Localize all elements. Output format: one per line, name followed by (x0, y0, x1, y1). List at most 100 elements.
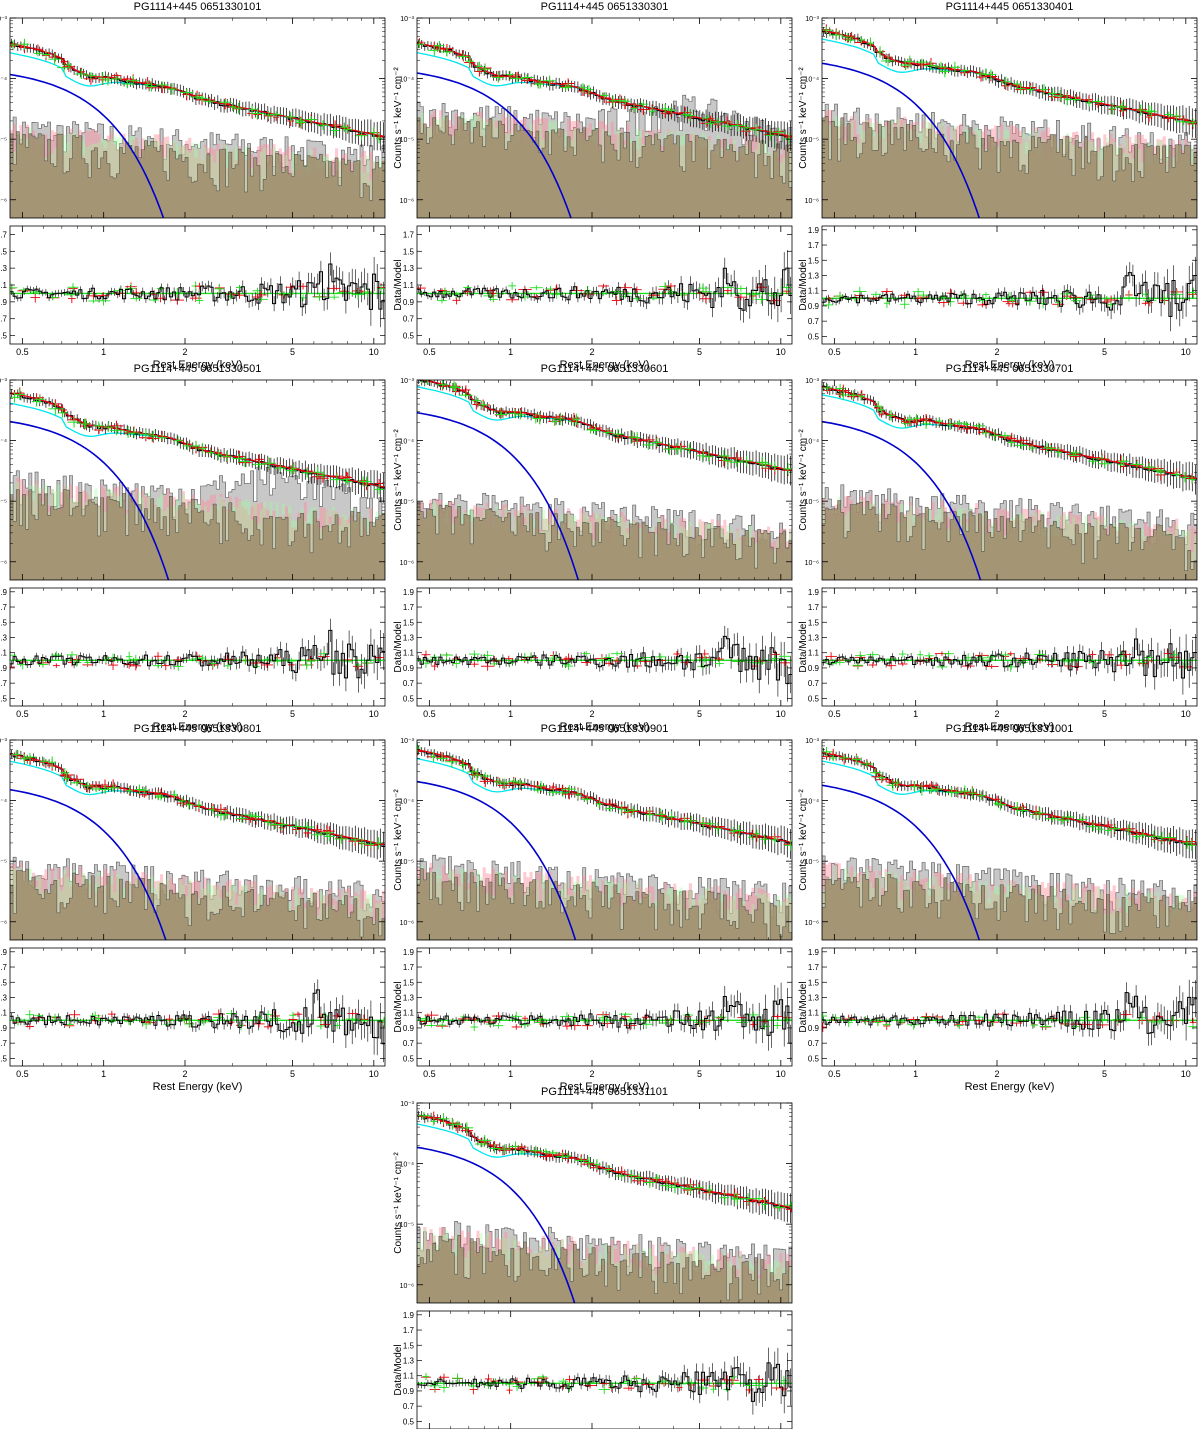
spectrum-panel-4: PG1114+445 065133050110⁻⁶10⁻⁵10⁻⁴10⁻³Cou… (0, 363, 386, 733)
soft-component-line (822, 62, 981, 218)
soft-component-line (417, 1146, 576, 1303)
mos-data (417, 1111, 792, 1213)
ratio-tick-label: 1.3 (403, 633, 415, 642)
ratio-tick-label: 1.7 (0, 963, 8, 972)
x-axis-label: Rest Energy (keV) (560, 359, 650, 371)
ratio-tick-label: 1.7 (808, 963, 820, 972)
mos-model-line (822, 751, 1197, 846)
spectrum-panel-1: PG1114+445 065133010110⁻⁶10⁻⁵10⁻⁴10⁻³Cou… (0, 1, 386, 371)
y-tick-label: 10⁻⁶ (400, 1283, 414, 1290)
ratio-tick-label: 1.1 (0, 1009, 8, 1018)
ratio-tick-label: 1.9 (808, 948, 820, 957)
ratio-tick-label: 1.3 (0, 264, 8, 273)
ratio-tick-label: 1.1 (403, 649, 415, 658)
ratio-tick-label: 1.1 (403, 281, 415, 290)
spectrum-panel-10: PG1114+445 0651331101 10⁻⁶ 10⁻⁵ 10⁻⁴ 10⁻³ Cou… (393, 1086, 793, 1429)
ratio-tick-label: 0.5 (0, 694, 8, 703)
ratio-tick-label: 1.3 (403, 993, 415, 1002)
x-tick-label: 10 (776, 347, 786, 357)
pn-data (823, 747, 1196, 860)
ratio-tick-label: 1.9 (403, 1311, 415, 1320)
x-tick-label: 10 (369, 709, 379, 719)
y-tick-label: 10⁻⁵ (805, 137, 819, 144)
x-axis-label: Rest Energy (keV) (153, 359, 243, 371)
y-tick-label: 10⁻⁴ (805, 77, 820, 84)
background-overlap (822, 116, 1197, 218)
x-tick-label: 2 (182, 1069, 187, 1079)
y-tick-label: 10⁻⁶ (0, 920, 7, 927)
x-tick-label: 5 (697, 1069, 702, 1079)
ratio-tick-label: 0.9 (403, 298, 415, 307)
x-tick-label: 0.5 (828, 709, 841, 719)
pn-spectrum (419, 380, 792, 472)
pn-ratio (417, 1362, 792, 1402)
y-tick-label: 10⁻⁵ (400, 859, 414, 866)
y-axis-label: Counts s⁻¹ keV⁻¹ cm⁻² (393, 1152, 404, 1254)
ratio-plot-frame (416, 1310, 793, 1429)
mos-data (822, 383, 1197, 484)
pn-ratio (822, 992, 1197, 1034)
x-tick-label: 1 (913, 347, 918, 357)
ratio-tick-label: 1.7 (808, 603, 820, 612)
soft-component-line (822, 784, 981, 940)
ratio-plot-frame (9, 947, 386, 1067)
x-tick-label: 10 (369, 1069, 379, 1079)
ratio-tick-label: 1.9 (0, 948, 8, 957)
ratio-tick-label: 1.1 (403, 1009, 415, 1018)
ratio-tick-label: 1.5 (0, 618, 8, 627)
soft-component-line (417, 780, 577, 940)
background-overlap (822, 874, 1197, 940)
x-tick-label: 10 (776, 709, 786, 719)
ratio-tick-label: 0.5 (403, 1054, 415, 1063)
background-overlap (10, 131, 385, 218)
x-tick-label: 2 (994, 709, 999, 719)
mos-data (822, 24, 1197, 129)
y-tick-label: 10⁻⁵ (0, 859, 7, 866)
ratio-residuals (823, 627, 1196, 695)
mos-data (10, 38, 383, 144)
ratio-tick-label: 0.9 (0, 1024, 8, 1033)
soft-component-line (417, 411, 580, 580)
main-plot-frame (416, 1102, 793, 1304)
y-tick-label: 10⁻⁶ (400, 920, 414, 927)
x-tick-label: 2 (589, 347, 594, 357)
x-tick-label: 0.5 (16, 1069, 29, 1079)
ratio-plot-frame (416, 947, 793, 1067)
ratio-tick-label: 0.9 (0, 298, 8, 307)
ratio-tick-label: 0.9 (403, 1387, 415, 1396)
panel-title: PG1114+445 0651330301 (541, 1, 669, 13)
x-tick-label: 1 (101, 709, 106, 719)
ratio-tick-label: 1.9 (403, 588, 415, 597)
soft-component-line (10, 788, 167, 940)
x-tick-label: 2 (994, 347, 999, 357)
ratio-axis-label: Data/Model (393, 981, 404, 1032)
y-axis-label: Counts s⁻¹ keV⁻¹ cm⁻² (798, 789, 809, 891)
x-tick-label: 5 (1102, 1069, 1107, 1079)
ratio-tick-label: 0.7 (0, 1039, 8, 1048)
y-tick-label: 10⁻³ (805, 378, 819, 385)
main-plot-frame (821, 17, 1198, 219)
background-overlap (10, 489, 385, 580)
ratio-axis-label: Data/Model (393, 259, 404, 310)
ratio-tick-label: 0.7 (0, 679, 8, 688)
ratio-tick-label: 0.5 (808, 332, 820, 341)
mos-data (421, 380, 792, 476)
background-overlap (417, 1234, 792, 1303)
main-plot-frame (9, 17, 386, 219)
x-tick-label: 2 (182, 347, 187, 357)
ratio-axis-label: Data/Model (798, 981, 809, 1032)
y-tick-label: 10⁻⁴ (805, 439, 820, 446)
ratio-axis-label: Data/Model (798, 621, 809, 672)
y-tick-label: 10⁻³ (0, 378, 8, 385)
ratio-axis-label: Data/Model (798, 259, 809, 310)
ratio-plot-frame (9, 587, 386, 707)
pn-ratio (10, 629, 385, 679)
ratio-tick-label: 0.5 (808, 694, 820, 703)
ratio-tick-label: 1.3 (0, 993, 8, 1002)
y-tick-label: 10⁻⁵ (0, 137, 7, 144)
panel-title: PG1114+445 0651330601 (541, 363, 669, 375)
ratio-residuals (418, 982, 792, 1062)
background-overlap (417, 115, 792, 218)
ratio-tick-label: 1.7 (0, 603, 8, 612)
